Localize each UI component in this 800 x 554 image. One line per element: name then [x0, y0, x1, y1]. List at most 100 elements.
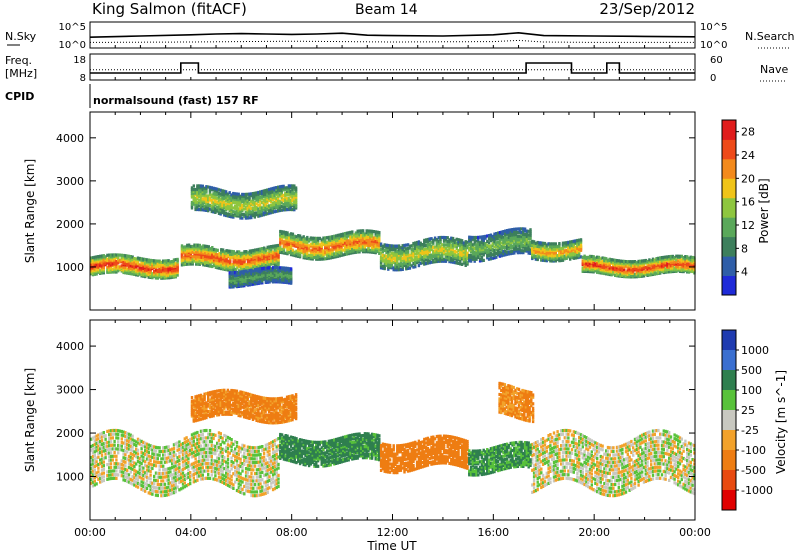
power-cell	[165, 259, 168, 263]
power-cell	[523, 249, 527, 253]
power-cell	[451, 244, 455, 248]
power-cell	[597, 255, 601, 259]
power-cell	[567, 240, 570, 244]
power-cell	[322, 236, 325, 240]
power-cell	[211, 253, 214, 257]
power-cell	[442, 259, 446, 263]
power-cell	[529, 251, 532, 255]
power-cell	[90, 259, 93, 263]
power-cell	[466, 246, 469, 250]
power-cell	[381, 257, 385, 261]
power-cell	[486, 245, 489, 249]
power-cell	[225, 262, 228, 266]
power-cell	[475, 250, 478, 254]
power-cell	[187, 262, 191, 266]
freq-left-label-2: [MHz]	[5, 67, 37, 80]
power-cell	[513, 245, 516, 250]
power-cell	[342, 253, 345, 257]
power-cell	[520, 241, 523, 246]
power-cell	[441, 250, 444, 254]
power-cell	[525, 231, 529, 235]
power-cell	[410, 255, 413, 259]
power-cell	[370, 234, 374, 238]
power-cell	[608, 257, 611, 261]
power-cell	[516, 251, 520, 255]
power-cell	[507, 228, 511, 232]
power-cell	[601, 259, 604, 264]
power-cell	[439, 239, 442, 243]
power-cell	[264, 247, 268, 251]
power-cell	[279, 233, 282, 237]
power-cell	[603, 256, 606, 260]
power-cell	[437, 243, 440, 247]
power-cell	[509, 233, 512, 237]
power-cell	[486, 248, 489, 253]
power-cell	[289, 241, 293, 245]
power-cell	[331, 243, 334, 247]
power-cell	[405, 259, 408, 264]
power-cell	[439, 254, 442, 258]
power-cell	[514, 242, 518, 246]
power-cell	[491, 243, 494, 248]
power-cell	[587, 258, 590, 262]
power-cell	[209, 247, 212, 251]
power-cell	[144, 257, 147, 262]
power-cell	[316, 236, 320, 240]
power-cell	[313, 239, 316, 244]
power-cell	[172, 258, 176, 262]
power-cell	[527, 247, 530, 252]
power-cell	[189, 262, 193, 266]
power-cell	[406, 250, 410, 254]
power-cell	[504, 249, 507, 253]
power-cell	[216, 248, 219, 252]
power-cell	[405, 249, 408, 253]
power-cell	[466, 262, 469, 266]
power-cell	[394, 244, 397, 248]
power-cell	[545, 252, 548, 256]
power-cell	[567, 255, 570, 259]
power-cell	[498, 247, 502, 251]
power-cell	[495, 242, 498, 247]
power-cell	[396, 266, 399, 270]
power-cell	[511, 233, 514, 237]
power-cell	[401, 245, 404, 250]
power-cell	[338, 251, 341, 255]
power-cell	[475, 235, 478, 240]
power-cell	[491, 256, 494, 260]
power-cell	[381, 255, 385, 259]
power-cell	[590, 264, 593, 268]
power-cell	[293, 241, 296, 245]
power-cell	[426, 261, 430, 265]
power-cell	[448, 260, 451, 264]
power-cell	[460, 250, 464, 254]
power-cell	[523, 236, 527, 240]
power-cell	[200, 245, 203, 249]
power-cell	[495, 252, 498, 256]
power-cell	[372, 247, 376, 251]
power-cell	[495, 233, 498, 237]
power-cell	[428, 261, 431, 265]
power-cell	[426, 257, 430, 262]
power-cell	[525, 236, 529, 240]
power-cell	[361, 245, 365, 249]
power-cell	[394, 266, 397, 270]
power-cell	[520, 238, 523, 242]
power-cell	[509, 250, 512, 254]
power-cell	[311, 243, 314, 247]
power-cell	[236, 250, 239, 254]
power-cell	[218, 266, 221, 270]
power-cell	[435, 259, 439, 264]
power-cell	[486, 250, 489, 254]
power-cell	[392, 266, 395, 270]
power-cell	[500, 241, 503, 245]
power-cell	[446, 248, 449, 253]
power-cell	[286, 244, 289, 248]
power-cell	[516, 242, 520, 246]
power-cell	[401, 251, 404, 255]
power-cell	[351, 248, 354, 252]
power-cell	[612, 270, 615, 274]
power-cell	[392, 244, 395, 248]
power-cell	[163, 272, 167, 276]
power-cell	[325, 244, 329, 248]
power-cell	[347, 239, 350, 243]
